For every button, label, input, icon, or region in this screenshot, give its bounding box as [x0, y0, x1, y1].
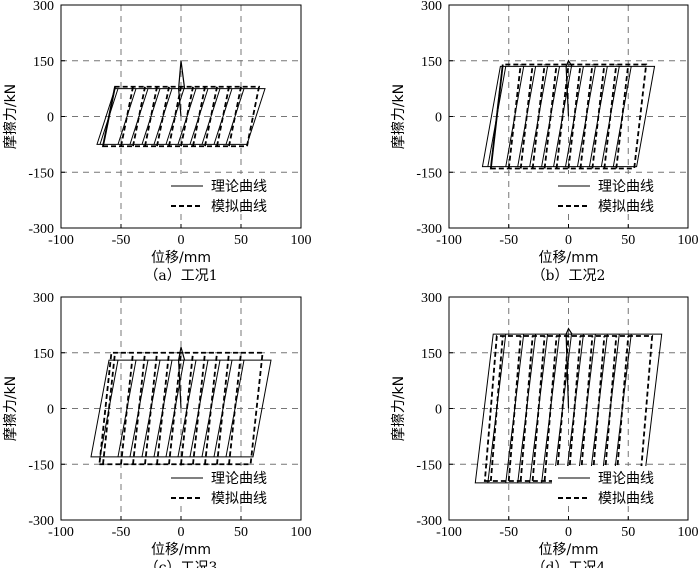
x-tick-label: -100: [48, 233, 74, 248]
legend-label: 模拟曲线: [598, 199, 654, 215]
y-tick-label: 150: [33, 55, 54, 70]
y-tick-label: 0: [435, 403, 442, 418]
y-tick-label: 300: [33, 291, 54, 306]
y-tick-label: -150: [416, 458, 442, 473]
y-axis-label: 摩擦力/kN: [2, 376, 19, 441]
x-tick-label: 50: [234, 233, 248, 248]
legend-label: 理论曲线: [211, 471, 267, 487]
x-tick-label: -100: [436, 525, 462, 540]
y-tick-label: 300: [421, 291, 442, 306]
x-tick-label: 0: [565, 233, 572, 248]
simulation-curve: [98, 351, 264, 466]
legend-background: [552, 174, 680, 214]
x-tick-label: 100: [291, 233, 312, 248]
initial-loading-curve: [565, 59, 573, 117]
y-tick-label: 150: [33, 347, 54, 362]
x-tick-label: -50: [499, 525, 518, 540]
chart-panel-4: -100 -50 0 50 100 -300 -150 0 150 300 位移/mm 摩擦力/kN （…: [390, 291, 699, 568]
simulation-curve: [101, 85, 261, 148]
y-tick-label: -300: [28, 514, 54, 529]
x-tick-label: 0: [178, 233, 185, 248]
panel-caption: （d）工况4: [532, 560, 606, 568]
x-tick-label: 50: [234, 525, 248, 540]
y-axis-label: 摩擦力/kN: [390, 376, 407, 441]
y-tick-label: -150: [416, 166, 442, 181]
y-tick-label: -150: [28, 166, 54, 181]
x-tick-label: -50: [499, 233, 518, 248]
y-tick-label: 300: [421, 0, 442, 14]
x-tick-label: 50: [621, 525, 635, 540]
chart-panel-2: -100 -50 0 50 100 -300 -150 0 150 300 位移/mm 摩擦力/kN （…: [390, 0, 699, 284]
legend-label: 理论曲线: [598, 179, 654, 195]
simulation-curve: [483, 335, 654, 482]
x-tick-label: 100: [678, 525, 699, 540]
chart-panel-3: -100 -50 0 50 100 -300 -150 0 150 300 位移/mm 摩擦力/kN （…: [2, 291, 312, 568]
x-tick-label: 0: [178, 525, 185, 540]
x-tick-label: 0: [565, 525, 572, 540]
y-tick-label: -300: [416, 222, 442, 237]
x-axis-label: 位移/mm: [151, 542, 211, 558]
x-tick-label: -100: [48, 525, 74, 540]
initial-loading-curve: [177, 347, 186, 409]
x-axis-label: 位移/mm: [151, 250, 211, 266]
x-axis-label: 位移/mm: [539, 542, 599, 558]
y-tick-label: 150: [421, 347, 442, 362]
plot-area: [96, 60, 266, 148]
x-axis-label: 位移/mm: [539, 250, 599, 266]
legend-background: [552, 466, 680, 506]
initial-loading-curve: [177, 60, 186, 117]
x-tick-label: 50: [621, 233, 635, 248]
legend-label: 模拟曲线: [598, 491, 654, 507]
plot-area: [90, 347, 272, 466]
y-tick-label: 300: [33, 0, 54, 14]
legend-background: [165, 174, 293, 214]
x-tick-label: -100: [436, 233, 462, 248]
legend-label: 理论曲线: [211, 179, 267, 195]
x-tick-label: -50: [112, 525, 131, 540]
y-tick-label: -150: [28, 458, 54, 473]
y-tick-label: 0: [47, 403, 54, 418]
panel-caption: （b）工况2: [532, 268, 606, 284]
chart-panel-1: -100 -50 0 50 100 -300 -150 0 150 300 位移/mm 摩擦力/kN （…: [2, 0, 312, 284]
x-tick-label: -50: [112, 233, 131, 248]
legend-background: [165, 466, 293, 506]
y-tick-label: 0: [435, 111, 442, 126]
legend-label: 模拟曲线: [211, 199, 267, 215]
simulation-curve: [489, 63, 648, 170]
plot-area: [474, 327, 663, 484]
legend-label: 理论曲线: [598, 471, 654, 487]
y-axis-label: 摩擦力/kN: [2, 84, 19, 149]
initial-loading-curve: [565, 327, 573, 409]
y-tick-label: 0: [47, 111, 54, 126]
legend-label: 模拟曲线: [211, 491, 267, 507]
y-tick-label: -300: [28, 222, 54, 237]
panel-caption: （a）工况1: [144, 268, 217, 284]
y-axis-label: 摩擦力/kN: [390, 84, 407, 149]
plot-area: [481, 59, 656, 170]
y-tick-label: -300: [416, 514, 442, 529]
x-tick-label: 100: [678, 233, 699, 248]
y-tick-label: 150: [421, 55, 442, 70]
panel-caption: （c）工况3: [145, 560, 218, 568]
x-tick-label: 100: [291, 525, 312, 540]
